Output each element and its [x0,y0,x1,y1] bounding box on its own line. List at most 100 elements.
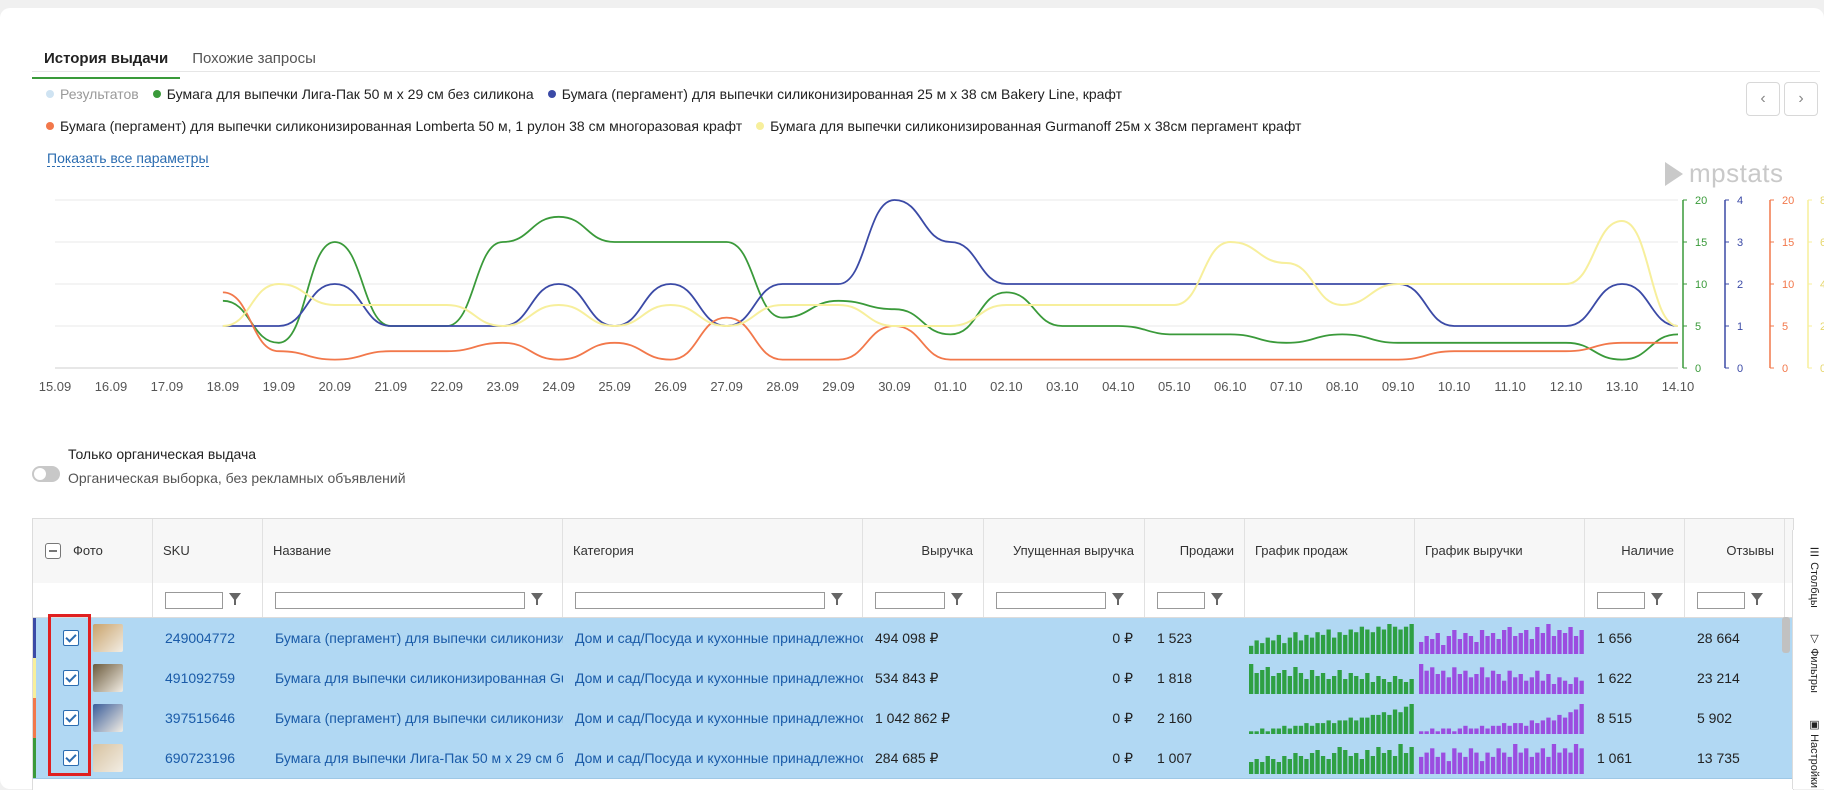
filter-funnel-icon[interactable] [951,593,963,605]
product-name-link[interactable]: Бумага для выпечки Лига-Пак 50 м х 29 см… [275,750,563,766]
legend-item[interactable]: Бумага для выпечки Лига-Пак 50 м х 29 см… [152,86,534,102]
header-lost-revenue[interactable]: Упущенная выручка [984,519,1145,583]
spark-bar [1513,677,1518,694]
filter-funnel-icon[interactable] [1751,593,1763,605]
chart-prev-button[interactable]: ‹ [1746,82,1780,116]
row-checkbox[interactable] [63,670,79,686]
sku-link[interactable]: 397515646 [165,710,236,726]
y-tick-label: 15 [1695,237,1707,249]
filter-funnel-icon[interactable] [531,593,543,605]
revenue-value: 534 843 ₽ [875,670,939,686]
tab-similar-queries[interactable]: Похожие запросы [192,50,316,67]
side-tab-columns[interactable]: ☰ Столбцы [1808,546,1820,608]
product-photo[interactable] [93,704,123,732]
product-name-link[interactable]: Бумага (пергамент) для выпечки силикониз… [275,710,563,726]
spark-bar [1315,750,1320,774]
side-tab-filters[interactable]: ▽ Фильтры [1808,632,1820,693]
legend-item[interactable]: Бумага (пергамент) для выпечки силикониз… [547,86,1122,102]
x-tick-label: 23.09 [486,379,519,394]
revenue-sparkline [1419,744,1584,774]
revenue-value: 1 042 862 ₽ [875,710,951,726]
spark-bar [1282,756,1287,774]
header-sku[interactable]: SKU [153,519,263,583]
reviews-value: 5 902 [1697,710,1733,726]
spark-bar [1409,624,1414,654]
row-checkbox[interactable] [63,630,79,646]
x-tick-label: 17.09 [151,379,184,394]
category-link[interactable]: Дом и сад/Посуда и кухонные принадлежнос… [575,670,863,686]
organic-toggle[interactable] [32,466,60,482]
filter-cell [1685,583,1785,617]
spark-bar [1365,717,1370,734]
column-filter-input[interactable] [165,592,223,609]
product-name-link[interactable]: Бумага (пергамент) для выпечки силикониз… [275,630,563,646]
spark-bar [1468,677,1474,694]
header-reviews[interactable]: Отзывы [1685,519,1785,583]
header-sales[interactable]: Продажи [1145,519,1245,583]
legend-item[interactable]: Бумага для выпечки силиконизированная Gu… [756,118,1301,134]
y-tick-label: 15 [1782,237,1794,249]
product-photo[interactable] [93,664,123,692]
spark-bar [1474,674,1479,694]
y-tick-label: 1 [1737,321,1743,333]
side-tab-settings[interactable]: ▣ Настройки [1808,718,1820,788]
category-link[interactable]: Дом и сад/Посуда и кухонные принадлежнос… [575,710,863,726]
column-filter-input[interactable] [1597,592,1645,609]
y-tick-label: 20 [1782,195,1794,207]
header-stock[interactable]: Наличие [1585,519,1685,583]
spark-bar [1557,677,1562,694]
column-filter-input[interactable] [996,592,1106,609]
table-row[interactable]: 690723196 Бумага для выпечки Лига-Пак 50 … [33,738,1793,779]
header-revenue-chart[interactable]: График выручки [1415,519,1585,583]
legend-item[interactable]: Бумага (пергамент) для выпечки силикониз… [46,118,742,134]
spark-bar [1507,756,1512,774]
chart-next-button[interactable]: › [1784,82,1818,116]
show-all-params-link[interactable]: Показать все параметры [47,150,209,167]
filter-funnel-icon[interactable] [831,593,843,605]
product-photo[interactable] [93,624,123,652]
column-filter-input[interactable] [1697,592,1745,609]
spark-bar [1337,670,1342,694]
category-link[interactable]: Дом и сад/Посуда и кухонные принадлежнос… [575,630,863,646]
product-photo[interactable] [93,744,123,772]
spark-bar [1370,682,1375,694]
spark-bar [1435,633,1440,654]
spark-bar [1474,752,1479,774]
tab-history[interactable]: История выдачи [32,42,181,79]
table-row[interactable]: 397515646 Бумага (пергамент) для выпечки … [33,698,1793,739]
spark-bar [1276,673,1281,694]
sku-link[interactable]: 690723196 [165,750,236,766]
row-checkbox[interactable] [63,710,79,726]
stock-value: 1 656 [1597,630,1633,646]
product-name-link[interactable]: Бумага для выпечки силиконизированная Gu… [275,670,563,686]
header-sales-chart[interactable]: График продаж [1245,519,1415,583]
tabs: История выдачи Похожие запросы [32,42,328,79]
header-name[interactable]: Название [263,519,563,583]
spark-bar [1430,639,1435,654]
header-category[interactable]: Категория [563,519,863,583]
column-filter-input[interactable] [275,592,525,609]
column-filter-input[interactable] [575,592,825,609]
sku-link[interactable]: 249004772 [165,630,236,646]
column-filter-input[interactable] [1157,592,1205,609]
spark-bar [1326,629,1331,654]
sku-link[interactable]: 491092759 [165,670,236,686]
filter-funnel-icon[interactable] [1112,593,1124,605]
spark-bar [1249,664,1254,694]
column-filter-input[interactable] [875,592,945,609]
table-row[interactable]: 249004772 Бумага (пергамент) для выпечки … [33,618,1793,659]
filter-funnel-icon[interactable] [1651,593,1663,605]
header-revenue[interactable]: Выручка [863,519,984,583]
header-photo[interactable]: Фото [33,519,153,583]
filter-funnel-icon[interactable] [1211,593,1223,605]
spark-bar [1260,762,1265,774]
select-all-checkbox[interactable] [45,543,61,559]
filter-funnel-icon[interactable] [229,593,241,605]
category-link[interactable]: Дом и сад/Посуда и кухонные принадлежнос… [575,750,863,766]
table-scrollbar[interactable] [1782,617,1790,653]
spark-bar [1309,637,1315,654]
table-row[interactable]: 491092759 Бумага для выпечки силиконизиро… [33,658,1793,699]
spark-bar [1568,627,1573,654]
legend-item[interactable]: Результатов [46,86,139,102]
row-checkbox[interactable] [63,750,79,766]
